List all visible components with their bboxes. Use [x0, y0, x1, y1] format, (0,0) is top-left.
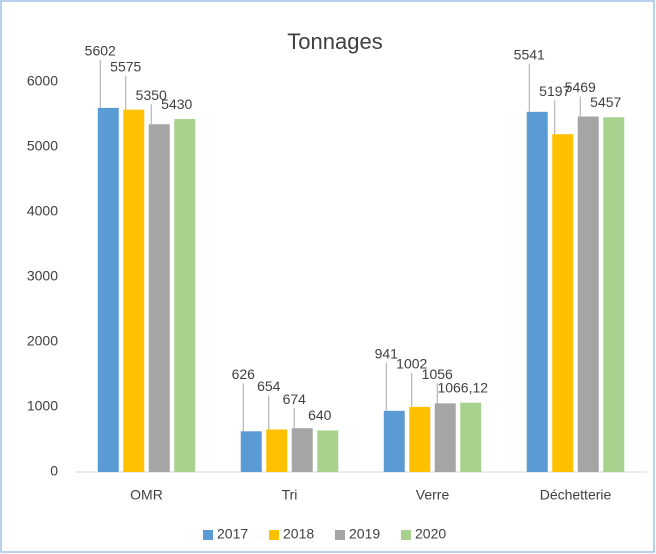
bar [97, 107, 119, 473]
bar [552, 134, 574, 472]
bar [240, 431, 262, 472]
y-tick-label: 6000 [27, 73, 58, 89]
bar [460, 402, 482, 472]
y-tick-label: 4000 [27, 203, 58, 219]
data-label: 674 [283, 391, 307, 407]
data-label: 5541 [514, 47, 545, 63]
data-label: 5469 [565, 79, 596, 95]
data-label: 5197 [539, 83, 570, 99]
data-label: 941 [375, 346, 399, 362]
bar [526, 111, 548, 473]
bar [434, 403, 456, 472]
data-label: 5350 [136, 87, 167, 103]
data-label: 626 [232, 366, 256, 382]
bar [291, 428, 313, 472]
x-tick-label: Déchetterie [540, 487, 612, 503]
data-label: 5602 [85, 43, 116, 59]
data-label: 5457 [590, 94, 621, 110]
bar [148, 124, 170, 472]
bar [383, 410, 405, 472]
legend-swatch [335, 530, 345, 540]
bar [409, 406, 431, 472]
bar [123, 109, 145, 472]
y-tick-label: 5000 [27, 138, 58, 154]
bar [603, 117, 625, 473]
y-tick-label: 2000 [27, 333, 58, 349]
y-tick-label: 1000 [27, 398, 58, 414]
x-tick-label: Tri [282, 487, 298, 503]
data-label: 1056 [422, 366, 453, 382]
legend-label: 2020 [415, 526, 446, 542]
legend-swatch [269, 530, 279, 540]
bar [266, 429, 288, 472]
bar [174, 119, 196, 473]
bar [317, 430, 339, 472]
legend-swatch [401, 530, 411, 540]
data-label: 5430 [161, 96, 192, 112]
legend-swatch [203, 530, 213, 540]
y-tick-label: 3000 [27, 268, 58, 284]
legend-label: 2018 [283, 526, 314, 542]
data-label: 640 [308, 407, 332, 423]
chart-title: Tonnages [287, 29, 382, 54]
legend-label: 2017 [217, 526, 248, 542]
data-label: 1002 [396, 356, 427, 372]
data-label: 654 [257, 378, 281, 394]
data-label: 1066,12 [437, 379, 488, 395]
y-tick-label: 0 [50, 463, 58, 479]
bar [577, 116, 599, 472]
legend-label: 2019 [349, 526, 380, 542]
x-tick-label: Verre [416, 487, 450, 503]
x-tick-label: OMR [130, 487, 163, 503]
data-label: 5575 [110, 58, 141, 74]
